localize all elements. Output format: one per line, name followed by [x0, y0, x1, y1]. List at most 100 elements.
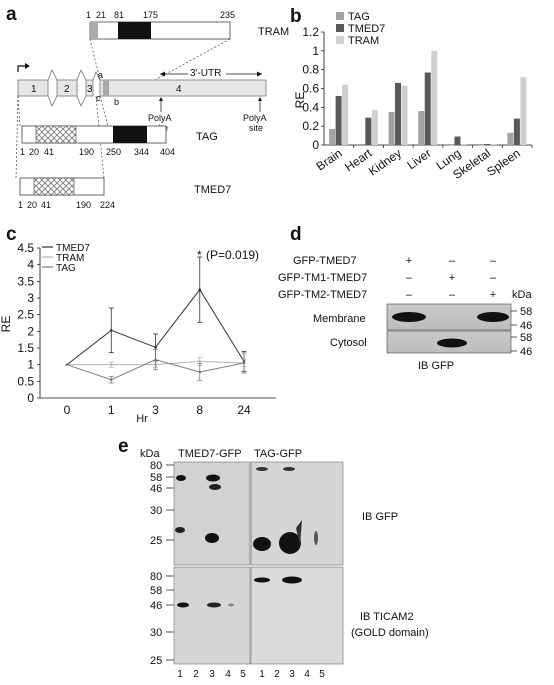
chart-b-bar-tag-liver [418, 111, 425, 145]
e-band [177, 602, 189, 608]
e-ib-gfp: IB GFP [362, 511, 398, 523]
d-mark-1-3: – [490, 255, 497, 267]
chart-c-pvalue: (P=0.019) [206, 248, 259, 262]
e-mw-top-25: 25 [150, 535, 162, 547]
tmed7-num-41: 41 [41, 200, 51, 210]
chart-b-legend-swatch [336, 12, 344, 20]
chart-b-legend-swatch [336, 24, 344, 32]
chart-c-point-tag [109, 378, 113, 381]
tag-num-404: 404 [160, 147, 175, 157]
site-a: a [98, 70, 103, 80]
tag-num-41: 41 [44, 147, 54, 157]
chart-b-ytick-label: 1 [312, 44, 319, 58]
chart-c-ytick-label: 4 [27, 258, 34, 272]
exon-label-2: 2 [64, 84, 70, 95]
chart-b-ytick-label: 0.8 [302, 63, 319, 77]
chart-b-legend-label: TMED7 [348, 23, 385, 35]
tmed7-label: TMED7 [194, 184, 231, 196]
d-band-membrane-lane1 [392, 312, 426, 322]
e-band [175, 527, 185, 533]
chart-b-bar-tmed7-spleen [513, 118, 520, 145]
chart-b-ytick-label: 0.4 [302, 100, 319, 114]
e-lane-4b: 4 [304, 669, 310, 680]
e-mw-top-30: 30 [150, 505, 162, 517]
e-lane-5: 5 [240, 669, 246, 680]
d-mw-46-bottom: 46 [520, 346, 532, 358]
tram-num-175: 175 [143, 10, 158, 20]
e-lane-1: 1 [177, 669, 183, 680]
chart-c-point-tag [242, 361, 246, 365]
site-b: b [114, 97, 119, 107]
chart-b-bar-tram-kidney [401, 85, 408, 145]
e-kda-label: kDa [140, 448, 160, 460]
panel-label-a: a [6, 4, 17, 25]
chart-c-ytick-label: 3 [27, 291, 34, 305]
chart-b-bar-tag-kidney [388, 112, 395, 145]
d-mark-3-2: – [449, 289, 456, 301]
tmed7-num-20: 20 [27, 200, 37, 210]
d-mark-1-1: + [406, 255, 412, 267]
tram-signal-region [90, 22, 98, 39]
chart-b-ytick-label: 0 [312, 138, 319, 152]
tmed7-gold-domain [33, 177, 75, 196]
chart-c-point-tram [198, 360, 202, 363]
d-ib-label: IB GFP [418, 360, 454, 372]
e-band [206, 474, 220, 482]
chart-b-bar-tram-lung [460, 144, 467, 145]
e-lane-3: 3 [209, 669, 215, 680]
chart-c-ytick-label: 0.5 [17, 374, 34, 388]
e-mw-bottom-80: 80 [150, 571, 162, 583]
chart-c-xtick-label: 24 [237, 403, 251, 417]
chart-b-bar-tmed7-liver [424, 72, 431, 145]
chart-b-bar-tmed7-brain [335, 96, 342, 145]
tag-num-20: 20 [29, 147, 39, 157]
polya-label-1: PolyA [148, 113, 172, 123]
panel-label-d: d [290, 224, 302, 245]
d-band-membrane-lane3 [477, 312, 509, 322]
chart-b-bar-tag-brain [329, 128, 336, 145]
e-mw-top-46: 46 [150, 483, 162, 495]
tmed7-num-224: 224 [100, 200, 115, 210]
chart-b-category-label: Spleen [484, 146, 523, 179]
tag-gold-domain [35, 125, 77, 144]
chart-b-legend-label: TRAM [348, 35, 379, 47]
panel-d-western-blot: GFP-TMED7 GFP-TM1-TMED7 GFP-TM2-TMED7 + … [278, 255, 532, 372]
e-lane-4: 4 [225, 669, 231, 680]
d-row-label-2: GFP-TM1-TMED7 [278, 272, 367, 284]
chart-b-category-label: Liver [404, 146, 433, 172]
e-band [279, 532, 301, 554]
chart-b-bar-tmed7-lung [454, 136, 461, 145]
chart-b-legend-label: TAG [348, 11, 370, 23]
d-band-cytosol-lane2 [437, 338, 467, 348]
chart-c-xtick-label: 3 [152, 403, 159, 417]
chart-c-point-tag [198, 370, 202, 374]
panel-label-c: c [6, 224, 17, 245]
tag-num-250: 250 [106, 147, 121, 157]
exon-label-1: 1 [31, 84, 37, 95]
chart-c-significance-star: * [197, 248, 202, 262]
chart-c-ytick-label: 2.5 [17, 308, 34, 322]
tram-protein-bar [89, 21, 231, 40]
chart-b-bar-tram-skeletal [490, 144, 497, 145]
d-mw-58-bottom: 58 [520, 332, 532, 344]
chart-c-point-tag [154, 358, 157, 361]
chart-c-point-tmed7 [198, 288, 202, 291]
e-band [254, 577, 270, 583]
e-lane-2: 2 [193, 669, 199, 680]
d-mark-3-1: – [406, 289, 413, 301]
chart-c-legend-label: TMED7 [56, 243, 90, 254]
e-band [256, 467, 268, 471]
tram-domain [118, 22, 151, 39]
chart-b-bar-tram-spleen [520, 77, 527, 145]
chart-b-bar-tram-brain [342, 84, 349, 145]
e-mw-bottom-46: 46 [150, 600, 162, 612]
e-lane-5b: 5 [319, 669, 325, 680]
tram-num-81: 81 [114, 10, 124, 20]
tram-num-21: 21 [96, 10, 106, 20]
e-band [282, 576, 302, 584]
exon-2 [56, 79, 78, 97]
d-membrane-label: Membrane [313, 313, 366, 325]
polya-label-2: PolyA [243, 113, 267, 123]
